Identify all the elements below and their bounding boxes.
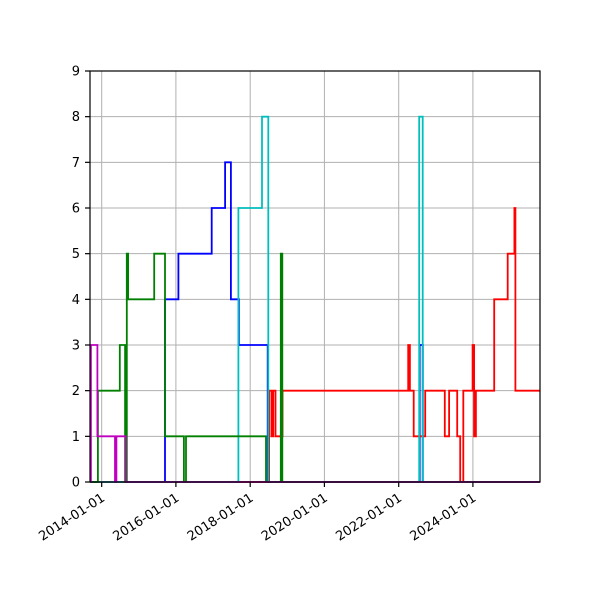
y-tick-label: 9 <box>72 65 80 80</box>
series-cyan <box>90 115 540 483</box>
x-tick-label: 2018-01-01 <box>185 491 257 545</box>
x-tick-label: 2016-01-01 <box>111 491 183 545</box>
x-tick-label: 2024-01-01 <box>408 491 480 545</box>
x-tick-label: 2020-01-01 <box>259 491 331 545</box>
y-tick-label: 4 <box>72 293 80 308</box>
y-tick-label: 8 <box>72 110 80 125</box>
y-tick-label: 2 <box>72 384 80 399</box>
y-tick-label: 0 <box>72 476 80 491</box>
y-tick-label: 5 <box>72 247 80 262</box>
series-magenta <box>90 344 540 483</box>
y-tick-label: 1 <box>72 430 80 445</box>
x-tick-label: 2014-01-01 <box>36 491 108 545</box>
y-tick-label: 3 <box>72 339 80 354</box>
y-tick-label: 6 <box>72 202 80 217</box>
plot-box <box>89 70 541 483</box>
x-tick-label: 2022-01-01 <box>333 491 405 545</box>
y-tick-label: 7 <box>72 156 80 171</box>
series-red <box>90 207 540 483</box>
